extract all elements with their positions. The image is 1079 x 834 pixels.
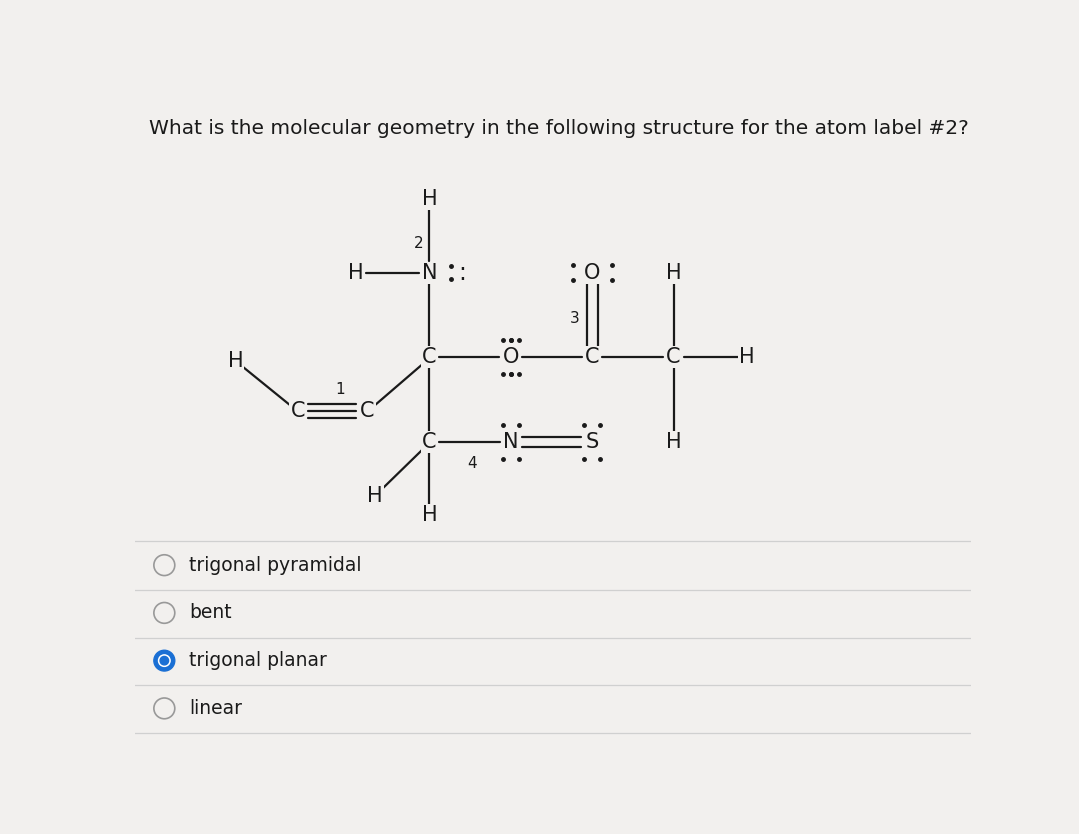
Text: linear: linear: [189, 699, 242, 718]
Text: :: :: [457, 260, 466, 284]
Circle shape: [159, 655, 170, 666]
Text: 4: 4: [467, 456, 477, 471]
Text: 3: 3: [570, 311, 579, 326]
Text: C: C: [422, 347, 437, 367]
Text: C: C: [666, 347, 681, 367]
Text: N: N: [503, 432, 519, 452]
Text: What is the molecular geometry in the following structure for the atom label #2?: What is the molecular geometry in the fo…: [149, 118, 969, 138]
Text: bent: bent: [189, 604, 232, 622]
Text: H: H: [422, 189, 437, 209]
Text: 1: 1: [336, 382, 345, 397]
Text: C: C: [290, 401, 305, 421]
Text: H: H: [228, 351, 244, 371]
Text: C: C: [360, 401, 374, 421]
Text: H: H: [666, 432, 681, 452]
Text: O: O: [584, 263, 600, 283]
Text: C: C: [585, 347, 599, 367]
Circle shape: [160, 656, 168, 665]
Text: H: H: [666, 263, 681, 283]
Text: H: H: [347, 263, 364, 283]
Text: N: N: [422, 263, 437, 283]
Text: S: S: [586, 432, 599, 452]
Text: 2: 2: [413, 236, 423, 251]
Text: O: O: [503, 347, 519, 367]
Text: C: C: [422, 432, 437, 452]
Text: H: H: [739, 347, 755, 367]
Text: trigonal pyramidal: trigonal pyramidal: [189, 555, 361, 575]
Circle shape: [154, 651, 175, 671]
Text: H: H: [422, 505, 437, 525]
Text: H: H: [367, 486, 383, 506]
Text: trigonal planar: trigonal planar: [189, 651, 327, 671]
